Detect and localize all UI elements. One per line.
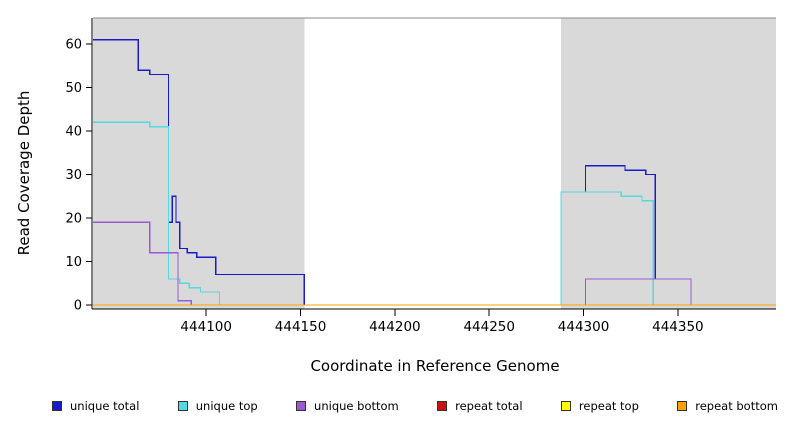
series-line-unique-bottom: [93, 221, 776, 306]
legend-item-repeat-top: repeat top: [560, 399, 639, 413]
y-tick-label: 60: [65, 38, 82, 53]
y-axis-title: Read Coverage Depth: [15, 90, 33, 256]
legend-label: unique total: [70, 399, 140, 413]
y-tick-label: 40: [65, 125, 82, 140]
legend-label: repeat total: [455, 399, 523, 413]
legend-swatch-icon: [296, 401, 307, 411]
legend-item-unique-total: unique total: [52, 399, 139, 413]
x-tick-label: 444300: [558, 319, 610, 335]
y-tick-label: 50: [65, 81, 82, 96]
legend-item-repeat-bottom: repeat bottom: [677, 399, 778, 413]
x-tick-label: 444250: [463, 319, 515, 335]
legend-item-unique-bottom: unique bottom: [296, 399, 399, 413]
y-tick-label: 20: [65, 212, 82, 227]
shaded-region: [560, 18, 776, 309]
legend-swatch-icon: [52, 401, 62, 411]
x-tick-label: 444100: [180, 319, 232, 335]
legend-label: unique top: [195, 399, 258, 413]
y-tick-label: 30: [65, 168, 82, 183]
legend-swatch-icon: [437, 401, 448, 411]
legend-label: unique bottom: [314, 399, 399, 413]
legend: unique total unique top unique bottom repea…: [0, 399, 792, 413]
x-tick-label: 444150: [275, 319, 327, 335]
x-tick-label: 444200: [369, 319, 421, 335]
y-tick-label: 0: [74, 299, 82, 314]
legend-label: repeat top: [578, 399, 639, 413]
legend-item-repeat-total: repeat total: [437, 399, 523, 413]
legend-label: repeat bottom: [695, 399, 778, 413]
shaded-region: [93, 18, 305, 309]
y-tick-label: 10: [65, 255, 82, 270]
x-tick-label: 444350: [652, 319, 704, 335]
series-line-unique-top: [93, 121, 776, 306]
x-axis-title: Coordinate in Reference Genome: [310, 357, 560, 375]
chart-canvas: 0 10 20 30 40 50 60 444100 444150 444200 444250 444…: [65, 17, 776, 335]
legend-item-unique-top: unique top: [177, 399, 258, 413]
legend-swatch-icon: [677, 401, 688, 411]
legend-swatch-icon: [560, 401, 571, 411]
legend-swatch-icon: [177, 401, 188, 411]
